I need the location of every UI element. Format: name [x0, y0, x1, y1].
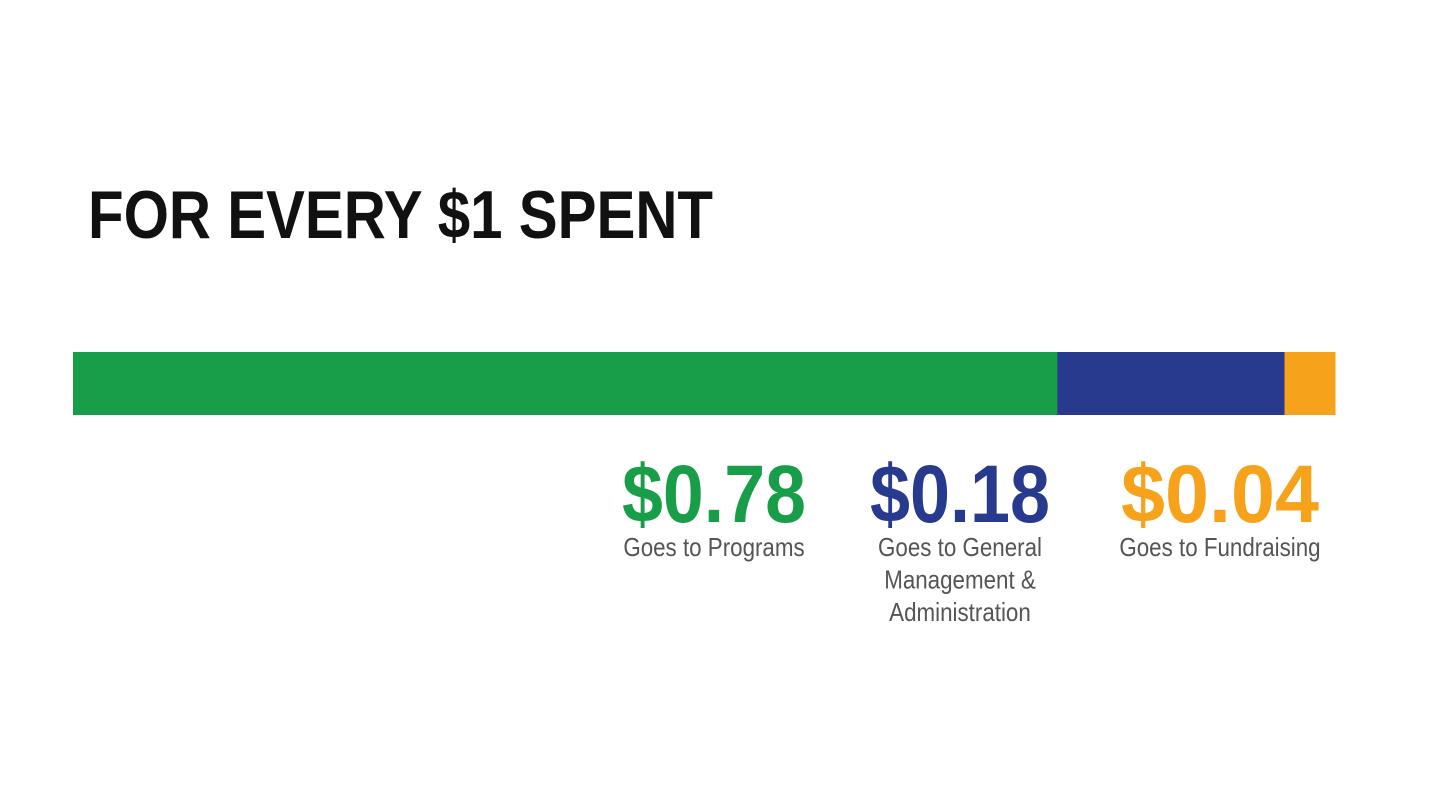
- stacked-bar: [73, 352, 1336, 415]
- category-label: Goes to Fundraising: [1119, 533, 1320, 562]
- category-label: Management &: [884, 566, 1036, 595]
- value-label: $0.04: [1121, 449, 1319, 540]
- category-label: Goes to General: [878, 533, 1042, 562]
- bar-segment-general-management-administration: [1057, 352, 1286, 415]
- bar-segment-programs: [73, 352, 1058, 415]
- category-label: Administration: [889, 598, 1031, 627]
- chart-title: FOR EVERY $1 SPENT: [88, 177, 713, 253]
- value-label: $0.18: [870, 449, 1050, 540]
- bar-segment-fundraising: [1284, 352, 1336, 415]
- value-label: $0.78: [622, 449, 806, 540]
- category-label: Goes to Programs: [623, 533, 804, 562]
